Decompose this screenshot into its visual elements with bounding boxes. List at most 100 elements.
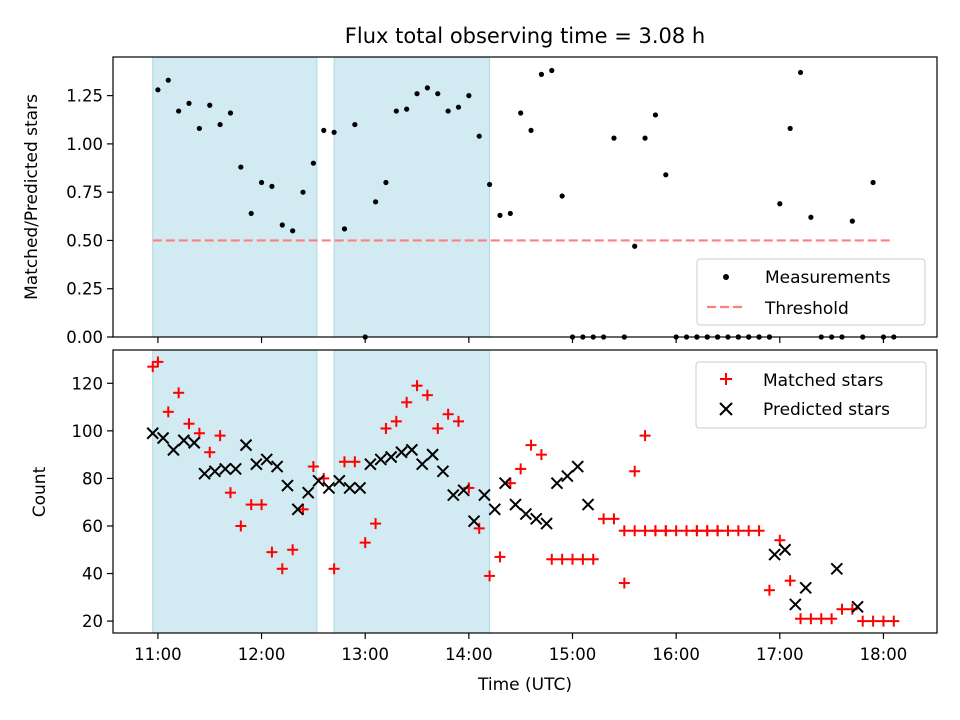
measurement-point <box>849 218 855 224</box>
matched-star-marker <box>452 415 464 427</box>
predicted-star-marker <box>146 427 159 440</box>
matched-star-marker <box>432 422 444 434</box>
predicted-star-marker <box>851 600 864 614</box>
predicted-star-marker <box>498 476 512 490</box>
predicted-star-marker <box>467 515 481 528</box>
x-tick-label: 18:00 <box>860 645 908 664</box>
measurement-point <box>258 179 265 186</box>
matched-star-marker <box>546 553 558 565</box>
predicted-star-marker <box>281 479 294 492</box>
bottom-plot-frame <box>112 349 938 634</box>
y-tick-label: 60 <box>82 517 103 536</box>
matched-star-marker <box>193 427 205 439</box>
measurement-point <box>476 133 482 139</box>
predicted-star-marker <box>177 434 191 447</box>
matched-star-marker <box>307 461 319 473</box>
x-tick-label: 13:00 <box>341 645 389 664</box>
matched-star-marker <box>763 584 775 596</box>
matched-star-marker <box>152 356 164 368</box>
predicted-star-marker <box>301 486 315 499</box>
predicted-star-marker <box>343 481 356 495</box>
matched-star-marker <box>338 456 350 468</box>
legend-measurements-label: Measurements <box>765 268 891 288</box>
predicted-star-marker <box>778 543 792 556</box>
predicted-star-marker <box>333 474 346 488</box>
matched-star-marker <box>732 525 744 537</box>
predicted-star-marker <box>581 498 595 511</box>
measurement-point <box>217 121 223 128</box>
matched-star-marker <box>618 525 630 537</box>
measurement-point <box>808 214 814 220</box>
matched-star-marker <box>691 525 703 537</box>
bottom-legend: Matched stars Predicted stars <box>695 361 927 429</box>
x-tick-label: 15:00 <box>549 645 597 664</box>
predicted-star-marker <box>374 453 387 466</box>
y-tick-label: 120 <box>72 374 104 393</box>
matched-star-marker <box>815 613 827 625</box>
measurement-point <box>207 102 213 108</box>
matched-star-marker <box>877 615 889 627</box>
measurement-point <box>300 189 306 195</box>
legend-matched-label: Matched stars <box>763 371 883 391</box>
measurement-point <box>165 77 171 83</box>
matched-star-marker <box>370 518 382 530</box>
measurement-point <box>331 129 337 135</box>
measurement-point <box>445 108 451 114</box>
matched-star-marker <box>888 615 900 627</box>
matched-star-marker <box>380 422 392 434</box>
predicted-star-marker <box>478 488 491 502</box>
matched-star-marker <box>411 380 423 392</box>
matched-star-marker <box>722 525 734 537</box>
matched-star-marker <box>681 525 693 537</box>
matched-star-marker <box>183 418 195 430</box>
predicted-star-marker <box>457 484 470 497</box>
matched-star-marker <box>204 446 216 458</box>
matched-star-marker <box>712 525 724 537</box>
measurement-point <box>248 210 254 217</box>
measurement-point <box>870 179 876 186</box>
measurement-point <box>310 160 316 166</box>
predicted-star-marker <box>187 436 201 449</box>
measurement-point <box>176 108 182 114</box>
x-tick-label: 17:00 <box>756 645 804 664</box>
predicted-star-marker <box>426 448 439 461</box>
predicted-star-marker <box>229 462 242 476</box>
measurement-point <box>455 104 462 110</box>
matched-star-marker <box>328 563 340 575</box>
matched-star-marker <box>245 499 257 511</box>
measurement-point <box>538 71 545 77</box>
measurement-point <box>466 93 472 99</box>
y-tick-label: 40 <box>82 565 103 584</box>
x-tick-label: 12:00 <box>238 645 286 664</box>
matched-star-marker <box>535 449 547 461</box>
legend-measurement-marker <box>723 274 729 280</box>
predicted-star-marker <box>830 562 844 575</box>
matched-star-marker <box>349 456 361 468</box>
measurement-point <box>279 222 285 228</box>
y-tick-label: 0.75 <box>66 183 103 202</box>
matched-star-marker <box>743 525 755 537</box>
matched-star-marker <box>639 525 651 537</box>
measurement-point <box>642 135 648 141</box>
measurement-point <box>341 226 348 232</box>
predicted-star-marker <box>353 481 367 495</box>
y-tick-label: 1.00 <box>66 135 103 154</box>
measurement-point <box>269 183 275 189</box>
predicted-star-marker <box>208 465 222 478</box>
matched-star-marker <box>214 430 226 442</box>
predicted-star-marker <box>198 467 211 480</box>
matched-star-marker <box>567 553 579 565</box>
matched-star-marker <box>162 406 174 418</box>
bottom-plot: 20 40 60 80 100 120 11:00 12:00 13:00 14:00 15:00 1… <box>30 349 938 695</box>
matched-star-marker <box>784 575 796 587</box>
matched-star-marker <box>774 534 786 546</box>
predicted-star-marker <box>156 431 170 445</box>
matched-star-marker <box>235 520 247 532</box>
bottom-ylabel: Count <box>30 466 50 517</box>
predicted-star-marker <box>239 438 253 452</box>
measurement-point <box>559 193 565 199</box>
matched-star-marker <box>629 465 641 477</box>
measurement-point <box>404 106 410 112</box>
measurement-point <box>352 121 358 128</box>
predicted-star-marker <box>260 453 273 466</box>
